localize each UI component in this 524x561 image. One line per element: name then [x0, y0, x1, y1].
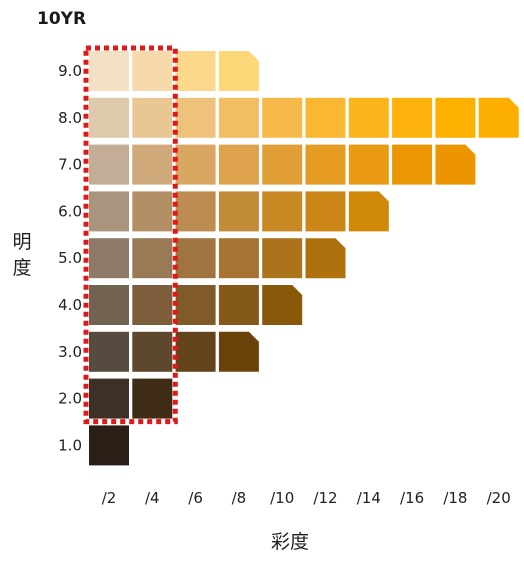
x-tick-label: /20: [487, 489, 511, 507]
swatch-cell: [262, 191, 302, 231]
y-tick-label: 2.0: [58, 390, 82, 408]
swatch-cell: [132, 379, 172, 419]
swatch-cell: [132, 332, 172, 372]
swatch-cell: [349, 191, 389, 231]
swatch-cell: [176, 98, 216, 138]
y-tick-label: 7.0: [58, 156, 82, 174]
y-axis-label: 明度: [12, 231, 31, 279]
swatch-cell: [132, 98, 172, 138]
swatch-cell: [219, 285, 259, 325]
y-tick-label: 4.0: [58, 296, 82, 314]
swatch-cell: [89, 379, 129, 419]
swatch-cell: [89, 285, 129, 325]
x-tick-label: /16: [400, 489, 424, 507]
swatch-cell: [132, 285, 172, 325]
y-tick-label: 8.0: [58, 109, 82, 127]
swatch-cell: [132, 51, 172, 91]
y-tick-label: 9.0: [58, 62, 82, 80]
x-tick-label: /18: [443, 489, 467, 507]
swatch-cell: [219, 191, 259, 231]
swatch-cell: [219, 98, 259, 138]
x-tick-label: /6: [188, 489, 203, 507]
x-axis-ticks: /2/4/6/8/10/12/14/16/18/20: [102, 489, 511, 507]
y-axis-label-char: 明: [12, 231, 31, 253]
swatch-cell: [89, 238, 129, 278]
swatch-cell: [306, 191, 346, 231]
swatch-cell: [435, 145, 475, 185]
x-tick-label: /14: [357, 489, 381, 507]
y-axis-ticks: 9.0 8.0 7.0 6.0 5.0 4.0 3.0 2.0 1.0: [58, 62, 82, 454]
swatch-cell: [262, 98, 302, 138]
swatch-cell: [89, 145, 129, 185]
swatch-cell: [89, 425, 129, 465]
color-swatches: [89, 51, 519, 465]
x-axis-label: 彩度: [271, 531, 309, 553]
swatch-cell: [89, 98, 129, 138]
swatch-cell: [219, 145, 259, 185]
y-tick-label: 3.0: [58, 343, 82, 361]
swatch-cell: [176, 238, 216, 278]
swatch-cell: [132, 191, 172, 231]
swatch-cell: [176, 145, 216, 185]
swatch-cell: [306, 238, 346, 278]
swatch-cell: [435, 98, 475, 138]
swatch-cell: [349, 145, 389, 185]
swatch-cell: [262, 238, 302, 278]
swatch-cell: [306, 145, 346, 185]
swatch-cell: [89, 51, 129, 91]
x-tick-label: /8: [232, 489, 247, 507]
swatch-cell: [349, 98, 389, 138]
chart-title: 10YR: [37, 9, 86, 29]
swatch-cell: [392, 98, 432, 138]
swatch-cell: [392, 145, 432, 185]
y-tick-label: 1.0: [58, 436, 82, 454]
swatch-cell: [132, 238, 172, 278]
x-tick-label: /2: [102, 489, 117, 507]
swatch-cell: [176, 332, 216, 372]
swatch-cell: [219, 238, 259, 278]
y-tick-label: 6.0: [58, 202, 82, 220]
swatch-cell: [219, 332, 259, 372]
y-tick-label: 5.0: [58, 249, 82, 267]
swatch-cell: [132, 145, 172, 185]
swatch-cell: [262, 285, 302, 325]
swatch-cell: [89, 332, 129, 372]
swatch-cell: [219, 51, 259, 91]
swatch-cell: [176, 191, 216, 231]
x-tick-label: /12: [313, 489, 337, 507]
x-tick-label: /4: [145, 489, 160, 507]
swatch-cell: [479, 98, 519, 138]
swatch-cell: [176, 51, 216, 91]
swatch-cell: [176, 285, 216, 325]
swatch-cell: [262, 145, 302, 185]
swatch-cell: [306, 98, 346, 138]
x-tick-label: /10: [270, 489, 294, 507]
y-axis-label-char: 度: [12, 257, 31, 279]
swatch-cell: [89, 191, 129, 231]
